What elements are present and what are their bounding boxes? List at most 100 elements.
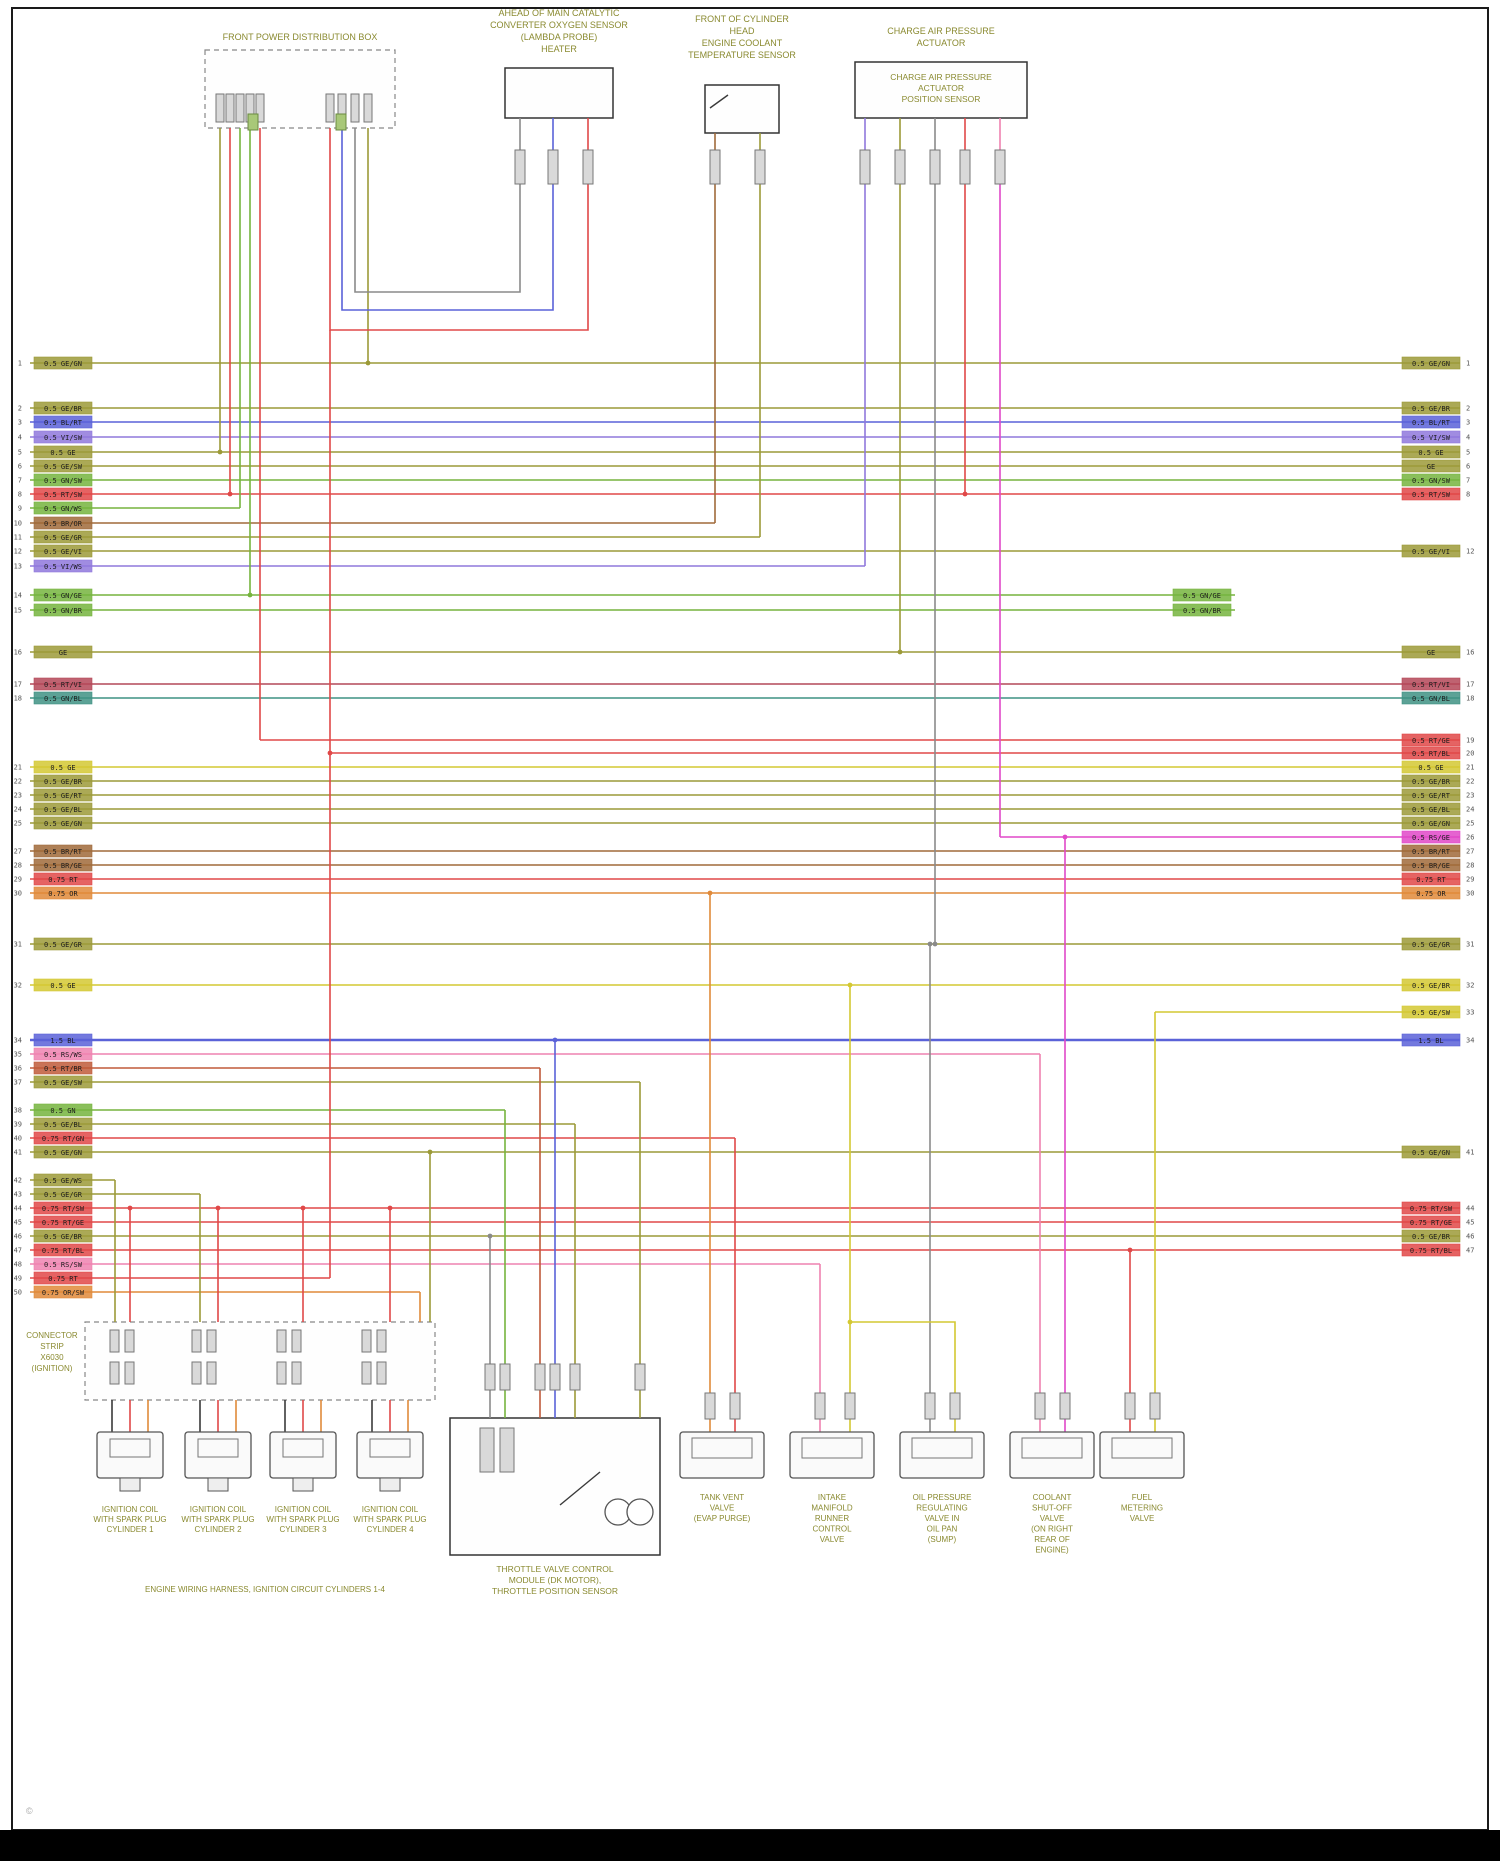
wire-label: 0.5 RS/SW: [44, 1261, 83, 1269]
wire-label-bg: [1401, 788, 1461, 802]
pin-number: 30: [1466, 890, 1474, 898]
wire-label-bg: [1401, 487, 1461, 501]
pin-number: 42: [14, 1177, 22, 1185]
valve-inner: [911, 1437, 973, 1459]
pin-number: 27: [14, 848, 22, 856]
connector-pin: [124, 1361, 135, 1385]
pin-number: 34: [1466, 1037, 1474, 1045]
connector-pin: [206, 1361, 217, 1385]
valve-body: [1009, 1431, 1095, 1479]
pin-number: 16: [14, 649, 22, 657]
wire-label: 0.5 GN/SW: [1412, 477, 1451, 485]
wire-label: 0.5 GE/BR: [1412, 982, 1451, 990]
pin-number: 39: [14, 1121, 22, 1129]
pin-number: 49: [14, 1275, 22, 1283]
valve-body: [899, 1431, 985, 1479]
wire-label: 0.5 GE/SW: [44, 1079, 83, 1087]
wire-label-bg: [33, 487, 93, 501]
wire-label: 0.5 RT/GE: [1412, 737, 1450, 745]
wire-label-bg: [1401, 886, 1461, 900]
junction-dot: [897, 649, 903, 655]
wire-label: 0.5 GE/BL: [44, 806, 82, 814]
wire-label: 0.5 GE/BR: [44, 405, 83, 413]
connector-pin: [549, 1363, 561, 1391]
wire-label: 0.5 GE/GR: [44, 941, 83, 949]
ignition-coil-inner: [109, 1438, 151, 1458]
wire-label-bg: [1401, 1033, 1461, 1047]
valve-label: COOLANT SHUT-OFF VALVE (ON RIGHT REAR OF ENGI…: [1031, 1493, 1073, 1555]
wire-label-bg: [33, 816, 93, 830]
wire-label-bg: [1401, 733, 1461, 747]
pin-number: 12: [1466, 548, 1474, 556]
wire-label-bg: [33, 459, 93, 473]
pin-number: 22: [14, 778, 22, 786]
junction-dot: [327, 750, 333, 756]
page-border: [11, 7, 1489, 1831]
connector-pin: [924, 1392, 936, 1420]
wire-label: 0.5 GN/BL: [1412, 695, 1450, 703]
pin-number: 47: [1466, 1247, 1474, 1255]
wire-label-bg: [33, 677, 93, 691]
junction-dot: [1127, 1247, 1133, 1253]
pin-number: 37: [14, 1079, 22, 1087]
wire-label-bg: [33, 1229, 93, 1243]
wire-label-bg: [1401, 844, 1461, 858]
connector-pin: [894, 149, 906, 185]
wire-label-bg: [33, 1271, 93, 1285]
pressure-actuator-box: [854, 61, 1028, 119]
wire-label-bg: [1401, 858, 1461, 872]
junction-dot: [847, 1319, 853, 1325]
oxygen-sensor-box: [504, 67, 614, 119]
oxygen-sensor-label: AHEAD OF MAIN CATALYTIC CONVERTER OXYGEN …: [490, 8, 628, 54]
wire-label: 0.5 GE/WS: [44, 1177, 82, 1185]
pin-number: 34: [14, 1037, 22, 1045]
wire-label: 0.75 OR: [48, 890, 78, 898]
wire-label: 0.5 BR/RT: [1412, 848, 1451, 856]
wire-label: 0.5 GE/BR: [1412, 405, 1451, 413]
junction-dot: [707, 890, 713, 896]
wire-label-bg: [33, 1061, 93, 1075]
wire-label: 0.5 GE/BR: [44, 778, 83, 786]
pin-number: 44: [14, 1205, 22, 1213]
pin-number: 6: [1466, 463, 1470, 471]
pin-number: 3: [18, 419, 22, 427]
connector-pin: [844, 1392, 856, 1420]
pressure-actuator-label: CHARGE AIR PRESSURE ACTUATOR: [887, 26, 995, 48]
wire-label: 0.5 GE/GN: [44, 820, 82, 828]
throttle-module-label: THROTTLE VALVE CONTROL MODULE (DK MOTOR),…: [492, 1564, 618, 1596]
wire-label: 0.5 GE/BR: [44, 1233, 83, 1241]
pin-number: 8: [18, 491, 22, 499]
wire-label-bg: [1401, 401, 1461, 415]
wire-label-bg: [33, 691, 93, 705]
wire-label-bg: [33, 544, 93, 558]
pin-number: 3: [1466, 419, 1470, 427]
pin-number: 38: [14, 1107, 22, 1115]
pin-number: 45: [14, 1219, 22, 1227]
pin-number: 25: [1466, 820, 1474, 828]
wire-label-bg: [1401, 691, 1461, 705]
valve-label: OIL PRESSURE REGULATING VALVE IN OIL PAN (SU…: [913, 1493, 972, 1544]
wire-label-bg: [33, 774, 93, 788]
wire-label: 0.75 RT: [1416, 876, 1446, 884]
wire-label-bg: [1401, 830, 1461, 844]
pin-number: 43: [14, 1191, 22, 1199]
pin-number: 47: [14, 1247, 22, 1255]
connector-pin: [704, 1392, 716, 1420]
connector-pin: [949, 1392, 961, 1420]
wire-label-bg: [33, 1243, 93, 1257]
footer-bar: [0, 1830, 1500, 1861]
wire-label: 0.75 RT/BL: [1410, 1247, 1452, 1255]
wire-label: 0.5 VI/WS: [44, 563, 82, 571]
pin-number: 27: [1466, 848, 1474, 856]
pin-number: 33: [1466, 1009, 1474, 1017]
wire-label: 0.5 GE/GR: [44, 1191, 83, 1199]
wire-label: 0.5 GN/WS: [44, 505, 82, 513]
pin-number: 20: [1466, 750, 1474, 758]
wire-label-bg: [1401, 1229, 1461, 1243]
connector-pin: [191, 1361, 202, 1385]
junction-dot: [427, 1149, 433, 1155]
pin-number: 19: [1466, 737, 1474, 745]
wire-label: 0.5 RT/BL: [1412, 750, 1450, 758]
wire-label-bg: [33, 530, 93, 544]
